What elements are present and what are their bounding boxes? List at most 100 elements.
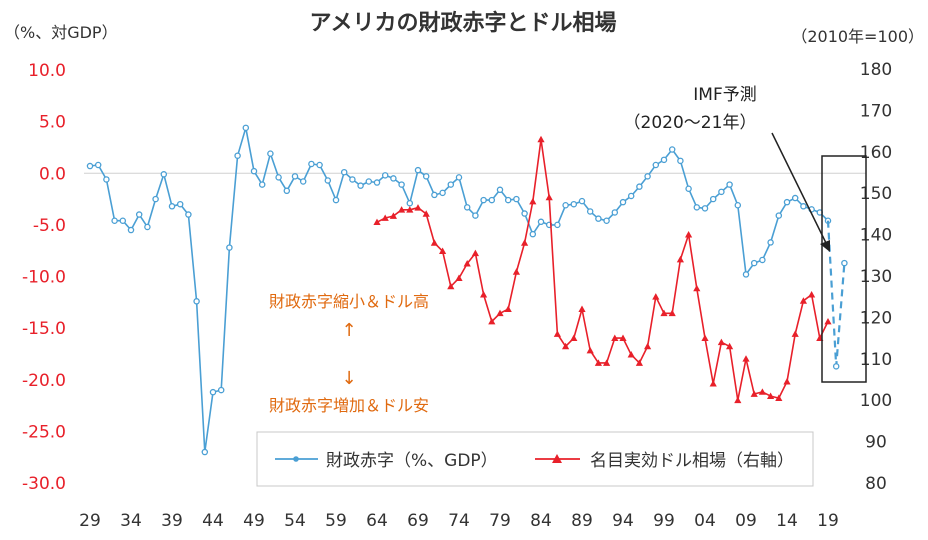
dollar-point (635, 359, 643, 366)
dollar-point (373, 218, 381, 226)
dollar-point (693, 284, 701, 292)
deficit-point (529, 230, 537, 238)
deficit-point (226, 244, 233, 251)
right-tick-label: 130 (860, 267, 892, 287)
forecast-point (832, 363, 840, 370)
dollar-point (701, 334, 709, 341)
deficit-point (316, 161, 323, 169)
deficit-point (299, 178, 307, 185)
deficit-point (685, 185, 692, 192)
imf-forecast-period: （2020〜21年） (624, 113, 757, 133)
deficit-point (242, 124, 250, 132)
deficit-point (734, 202, 742, 209)
deficit-point (308, 160, 315, 168)
deficit-point (562, 202, 569, 209)
deficit-point (586, 208, 594, 215)
dollar-point (586, 346, 594, 354)
down-arrow: ↓ (341, 368, 356, 389)
forecast-point (841, 259, 848, 267)
x-tick-label: 64 (366, 511, 388, 531)
dollar-point (660, 309, 668, 317)
deficit-point (201, 448, 209, 456)
deficit-point (488, 196, 496, 204)
dollar-point (496, 309, 504, 317)
series-line-1 (826, 220, 846, 368)
deficit-point (701, 205, 709, 212)
dollar-point (799, 297, 807, 304)
legend-deficit-label: 財政赤字（%、GDP） (326, 451, 498, 471)
deficit-point (504, 196, 512, 204)
dollar-point (594, 359, 602, 366)
deficit-point (258, 181, 266, 188)
deficit-point (800, 203, 807, 210)
dollar-point (504, 305, 512, 312)
dollar-point (439, 247, 447, 255)
dollar-point (455, 274, 463, 281)
x-tick-label: 19 (817, 511, 839, 531)
deficit-point (619, 198, 627, 206)
deficit-point (627, 192, 635, 200)
left-tick-label: -10.0 (22, 268, 66, 288)
right-axis-unit: （2010年=100） (791, 27, 924, 46)
right-tick-label: 180 (860, 60, 892, 80)
left-tick-label: -25.0 (22, 422, 66, 442)
deficit-point (709, 195, 717, 203)
deficit-point (455, 174, 463, 181)
deficit-point (414, 166, 422, 174)
deficit-point (513, 195, 520, 203)
deficit-point (718, 188, 725, 196)
right-tick-label: 170 (860, 101, 892, 121)
legend-deficit-marker (293, 456, 299, 462)
right-tick-label: 100 (860, 391, 892, 411)
right-tick-label: 110 (860, 350, 892, 370)
right-tick-label: 150 (860, 184, 892, 204)
deficit-point (381, 172, 389, 179)
dollar-point (562, 342, 570, 350)
dollar-point (553, 330, 561, 337)
dollar-point (767, 392, 775, 399)
deficit-point (86, 162, 94, 170)
deficit-point (431, 191, 438, 199)
deficit-point (660, 156, 668, 164)
x-tick-label: 29 (79, 511, 101, 531)
deficit-point (611, 209, 619, 216)
dollar-point (545, 193, 553, 201)
forecast-pointer-arrow (771, 132, 828, 246)
x-tick-label: 39 (161, 511, 183, 531)
deficit-point (332, 196, 340, 204)
x-tick-label: 99 (653, 511, 675, 531)
dollar-point (521, 239, 529, 246)
right-tick-label: 160 (860, 143, 892, 163)
x-tick-label: 14 (776, 511, 798, 531)
left-axis-unit: （%、対GDP） (4, 23, 118, 42)
deficit-point (406, 199, 414, 207)
dollar-point (758, 388, 766, 395)
legend-dollar-marker (552, 454, 562, 463)
dollar-point (603, 359, 611, 366)
deficit-point (267, 150, 274, 157)
deficit-point (783, 198, 791, 206)
deficit-point (176, 200, 184, 208)
deficit-point (595, 215, 602, 222)
dollar-point (742, 355, 750, 362)
deficit-point (463, 204, 471, 211)
deficit-point (185, 211, 192, 218)
legend-dollar-label: 名目実効ドル相場（右軸） (590, 451, 794, 471)
dollar-point (734, 396, 742, 404)
deficit-point (94, 161, 102, 169)
left-tick-label: -20.0 (22, 371, 66, 391)
deficit-point (103, 176, 110, 183)
deficit-point (554, 221, 561, 229)
deficit-point (365, 178, 373, 185)
dollar-point (652, 293, 660, 300)
x-tick-label: 34 (120, 511, 142, 531)
left-tick-label: 5.0 (39, 113, 66, 133)
x-tick-label: 74 (448, 511, 470, 531)
dollar-point (398, 206, 406, 213)
deficit-point (652, 161, 660, 169)
dollar-point (512, 268, 520, 275)
deficit-point (398, 181, 405, 188)
right-tick-label: 120 (860, 308, 892, 328)
dollar-point (750, 390, 758, 397)
series-line-2 (376, 138, 829, 401)
